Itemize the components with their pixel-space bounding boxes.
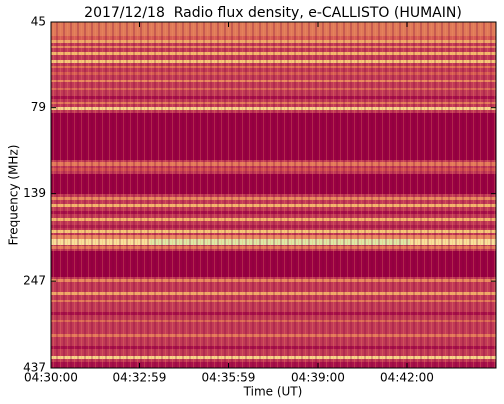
x-tick-label: 04:42:00: [380, 371, 434, 385]
plot-frame: [50, 21, 497, 369]
chart-title: 2017/12/18 Radio flux density, e-CALLIST…: [84, 5, 462, 21]
y-tick-label: 45: [31, 15, 46, 29]
spectrogram-image: [51, 22, 496, 368]
x-axis-label: Time (UT): [243, 385, 303, 399]
y-tick-label: 437: [23, 361, 46, 375]
x-tick-label: 04:30:00: [24, 371, 78, 385]
x-tick-label: 04:32:59: [113, 371, 167, 385]
y-tick-label: 247: [23, 274, 46, 288]
y-tick-label: 139: [23, 186, 46, 200]
y-axis-label: Frequency (MHz): [7, 145, 21, 246]
x-tick-label: 04:35:59: [202, 371, 256, 385]
y-tick-label: 79: [31, 100, 46, 114]
x-tick-label: 04:39:00: [291, 371, 345, 385]
